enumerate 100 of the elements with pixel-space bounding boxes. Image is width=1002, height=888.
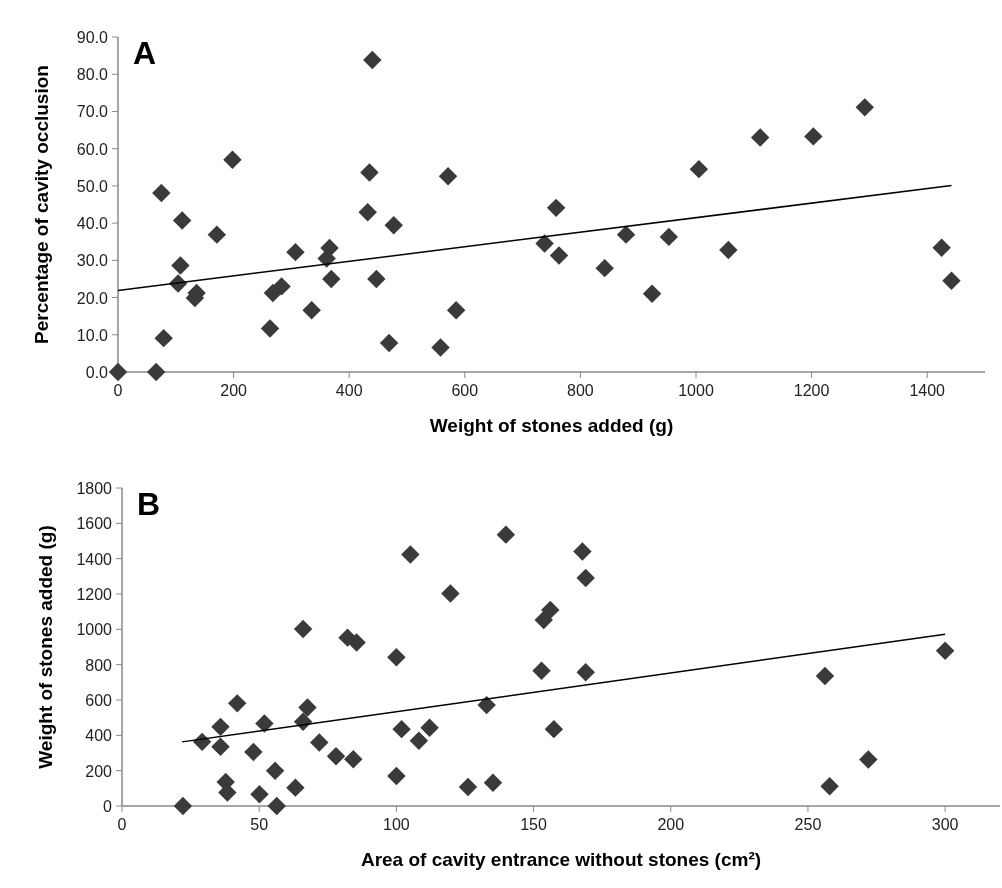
x-tick-label: 1200 — [793, 382, 830, 399]
point — [211, 737, 230, 757]
point — [344, 749, 363, 769]
point — [293, 619, 313, 639]
y-tick-label: 1800 — [76, 480, 113, 497]
point — [546, 198, 566, 218]
y-tick-label: 800 — [85, 656, 113, 674]
point — [384, 216, 403, 235]
point — [855, 98, 874, 117]
point — [820, 776, 839, 796]
point — [573, 542, 592, 561]
y-tick-label: 50.0 — [76, 177, 109, 195]
point — [932, 238, 951, 257]
y-tick-label: 0.0 — [85, 364, 109, 381]
point — [358, 203, 377, 222]
y-tick-label: 600 — [85, 692, 113, 709]
point — [689, 159, 709, 179]
point — [441, 584, 460, 603]
point — [534, 610, 553, 630]
point — [363, 50, 382, 70]
y-axis-title: Percentage of cavity occlusion — [31, 65, 52, 344]
x-tick-label: 100 — [383, 816, 410, 833]
y-tick-label: 1400 — [76, 550, 113, 568]
y-tick-label: 70.0 — [76, 103, 109, 121]
y-tick-label: 400 — [85, 727, 113, 745]
point — [935, 641, 955, 660]
point — [326, 746, 346, 766]
point — [541, 600, 560, 620]
x-tick-label: 1000 — [678, 382, 714, 399]
point — [549, 246, 569, 265]
point — [616, 225, 636, 244]
point — [298, 698, 317, 717]
point — [595, 258, 614, 278]
point — [286, 778, 305, 797]
point — [642, 284, 662, 304]
point — [431, 338, 450, 357]
point — [815, 666, 835, 686]
point — [244, 742, 263, 762]
point — [458, 777, 478, 797]
y-tick-label: 90.0 — [76, 29, 109, 46]
point — [347, 633, 366, 652]
point — [154, 328, 173, 348]
y-tick-label: 30.0 — [76, 252, 109, 270]
point — [535, 234, 554, 253]
point — [260, 319, 280, 338]
point — [171, 256, 190, 275]
chart-title: A — [133, 35, 157, 71]
y-tick-label: 20.0 — [76, 289, 109, 307]
y-tick-label: 0 — [103, 798, 113, 815]
y-tick-label: 80.0 — [76, 66, 109, 84]
point — [320, 238, 339, 258]
point — [152, 183, 171, 203]
point — [272, 277, 291, 296]
point — [211, 717, 230, 737]
point — [379, 333, 399, 353]
point — [302, 300, 321, 320]
point — [286, 242, 305, 262]
point — [387, 766, 406, 786]
point — [267, 796, 286, 816]
point — [496, 525, 516, 544]
point — [146, 362, 166, 382]
x-axis-title: Weight of stones added (g) — [429, 415, 674, 436]
point — [859, 750, 878, 769]
point — [108, 362, 128, 382]
y-tick-label: 200 — [85, 762, 113, 780]
point — [255, 714, 274, 733]
y-tick-label: 10.0 — [76, 326, 109, 344]
x-tick-label: 150 — [520, 816, 548, 833]
point — [392, 719, 411, 739]
point — [265, 761, 285, 781]
point — [223, 150, 242, 170]
x-tick-label: 250 — [794, 816, 822, 833]
point — [250, 785, 269, 804]
x-tick-label: 800 — [567, 382, 594, 399]
x-tick-label: 300 — [931, 816, 959, 833]
point — [659, 227, 679, 247]
point — [438, 166, 458, 186]
point — [719, 240, 738, 260]
y-axis-title: Weight of stones added (g) — [35, 525, 56, 769]
point — [420, 718, 439, 737]
x-tick-label: 400 — [335, 382, 363, 399]
point — [387, 648, 406, 667]
point — [310, 733, 329, 752]
y-tick-label: 1000 — [76, 621, 113, 639]
point — [483, 773, 503, 792]
point — [228, 694, 247, 713]
point — [532, 661, 551, 680]
x-tick-label: 200 — [657, 816, 685, 833]
y-tick-label: 1200 — [76, 586, 113, 603]
point — [446, 300, 466, 320]
y-tick-label: 60.0 — [76, 140, 109, 158]
x-tick-label: 1400 — [909, 382, 946, 399]
y-tick-label: 1600 — [76, 515, 113, 533]
point — [576, 568, 595, 588]
point — [401, 545, 420, 564]
point — [544, 719, 564, 739]
point — [804, 127, 823, 146]
point — [942, 271, 961, 291]
y-tick-label: 40.0 — [76, 215, 109, 233]
x-tick-label: 600 — [451, 382, 479, 399]
